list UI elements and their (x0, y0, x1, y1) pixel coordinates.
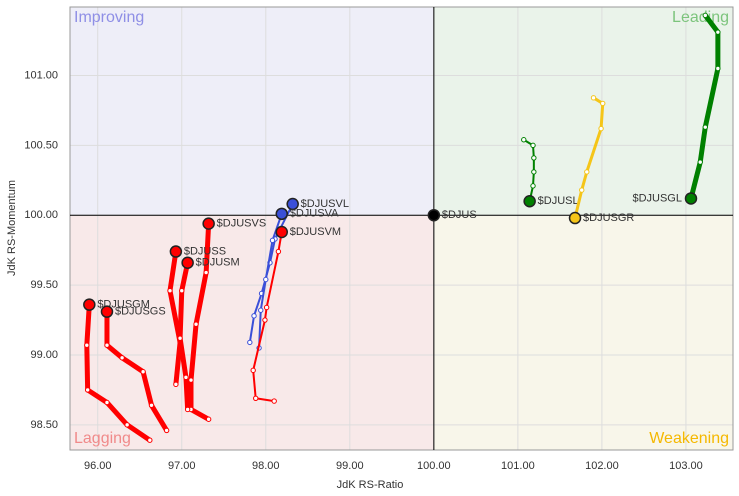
head-marker (202, 217, 215, 230)
trail-point (263, 304, 270, 311)
trail-point (193, 321, 199, 327)
head-marker (100, 305, 114, 318)
quadrant-label: Leading (672, 9, 729, 26)
trail-point (715, 65, 721, 72)
trail-point (179, 287, 185, 294)
series-label: $DJUSVL (301, 198, 349, 210)
trail-point (148, 402, 155, 408)
plot-border (69, 6, 734, 451)
trail-point (104, 399, 110, 406)
quadrant (70, 7, 434, 216)
y-tick-label: 100.50 (24, 139, 58, 151)
trail-point (258, 307, 264, 313)
head-marker (523, 194, 536, 208)
x-tick-label: 99.00 (336, 460, 364, 472)
series-label: $DJUSGS (115, 306, 166, 318)
x-tick-label: 100.00 (417, 460, 451, 472)
head-marker (684, 192, 698, 205)
trail-point (715, 29, 721, 35)
head-marker (286, 197, 299, 211)
trail (688, 13, 721, 200)
trail-point (251, 313, 257, 319)
x-tick-label: 103.00 (669, 460, 703, 472)
trail-point (203, 269, 209, 276)
trail-point (119, 355, 125, 361)
trail-point (184, 406, 191, 413)
y-axis-label: JdK RS-Momentum (6, 180, 18, 276)
y-tick-label: 101.00 (24, 69, 58, 81)
series-label: $DJUSVS (217, 218, 267, 230)
trail-point (163, 427, 170, 434)
trail-point (124, 422, 130, 428)
head-marker (275, 207, 289, 221)
series-label: $DJUSGL (632, 192, 682, 204)
trail-point (271, 398, 277, 404)
head-marker (181, 256, 194, 269)
trail-point (702, 12, 708, 19)
series-label: $DJUSGR (583, 212, 634, 224)
x-tick-label: 101.00 (501, 460, 535, 472)
head-marker (427, 208, 441, 222)
trail (167, 251, 183, 385)
trail-point (173, 381, 179, 388)
quadrant-label: Lagging (74, 430, 131, 447)
x-tick-label: 96.00 (84, 460, 112, 472)
series-label: $DJUSL (538, 195, 579, 207)
trail-point (269, 237, 276, 244)
y-tick-label: 98.50 (30, 419, 58, 431)
y-tick-label: 100.00 (24, 209, 58, 221)
trail-point (84, 387, 91, 393)
trail-point (205, 416, 212, 422)
x-tick-label: 102.00 (585, 460, 619, 472)
trail-point (600, 100, 606, 107)
trail (84, 304, 152, 443)
quadrant-label: Weakening (649, 430, 729, 447)
series-label: $DJUSVA (290, 208, 339, 220)
trail-point (530, 183, 536, 189)
series-label: $DJUSM (196, 257, 240, 269)
quadrant (433, 215, 733, 450)
x-axis-label: JdK RS-Ratio (337, 479, 404, 491)
trail-point (247, 339, 253, 346)
trail-point (530, 142, 536, 149)
series-label: $DJUSVM (290, 226, 341, 238)
series-label: $DJUSS (184, 245, 226, 257)
trail-point (167, 287, 173, 294)
trail-point (531, 155, 537, 161)
trail-point (590, 95, 597, 101)
trail-point (183, 374, 189, 381)
trail-point (584, 169, 590, 175)
trail (104, 311, 169, 432)
trail-point (579, 187, 585, 193)
trail-point (188, 377, 194, 383)
y-tick-label: 99.50 (30, 279, 58, 291)
head-marker (568, 211, 582, 225)
trail-point (104, 342, 110, 348)
head-marker (83, 298, 96, 311)
trail-point (147, 437, 153, 443)
trail-point (697, 159, 703, 165)
trail-point (84, 342, 90, 348)
trail-point (521, 137, 527, 143)
x-tick-label: 98.00 (252, 460, 280, 472)
trail-point (262, 317, 268, 323)
trail (188, 223, 212, 422)
series-label: $DJUS (442, 209, 477, 221)
x-tick-label: 97.00 (168, 460, 196, 472)
y-tick-label: 99.00 (30, 349, 58, 361)
trail-point (702, 124, 708, 130)
trail-point (531, 169, 537, 175)
quadrant-label: Improving (74, 9, 144, 26)
trail-point (598, 125, 604, 132)
trail-point (140, 369, 146, 375)
head-marker (275, 225, 289, 239)
trail-point (275, 248, 282, 255)
trail-point (263, 276, 269, 283)
trail-point (253, 395, 259, 401)
trail-point (250, 367, 256, 374)
trail-point (177, 335, 183, 341)
head-marker (169, 245, 183, 258)
